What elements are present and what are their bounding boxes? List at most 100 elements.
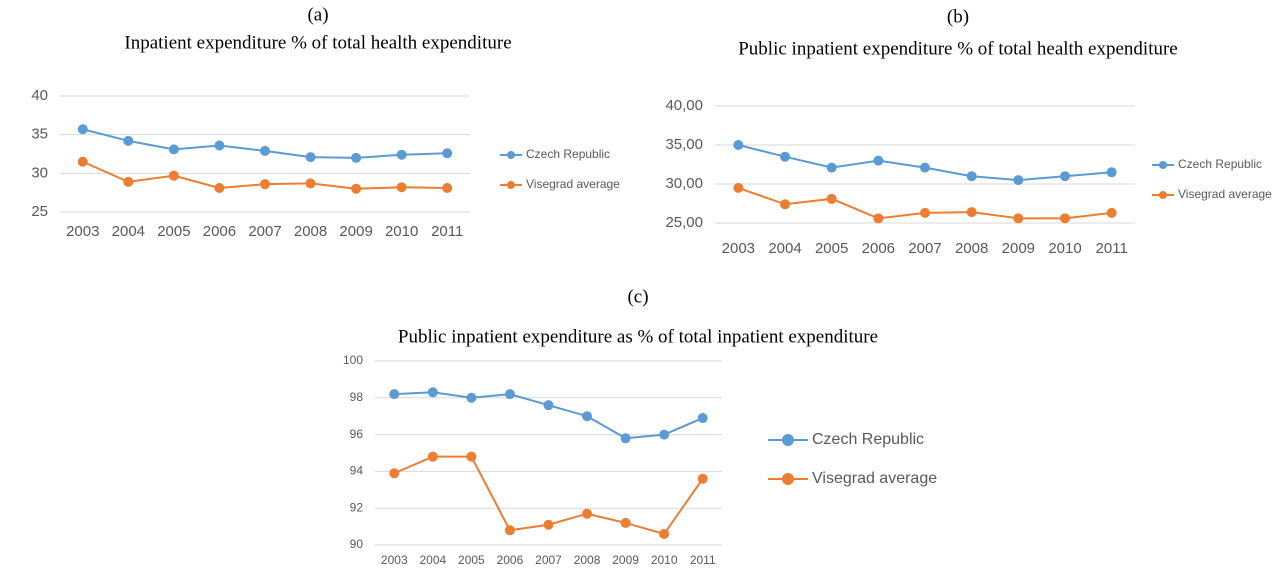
data-point — [1013, 175, 1024, 186]
x-tick-label: 2003 — [722, 240, 755, 257]
data-point — [697, 473, 708, 484]
x-tick-label: 2008 — [294, 223, 327, 240]
y-tick-label: 92 — [350, 500, 364, 514]
legend-marker — [782, 473, 794, 485]
x-tick-label: 2004 — [112, 223, 145, 240]
data-point — [351, 152, 362, 163]
series-line — [738, 144, 1112, 182]
y-tick-label: 25,00 — [665, 214, 703, 231]
data-point — [260, 179, 270, 190]
y-tick-label: 30 — [31, 164, 48, 181]
legend-label: Czech Republic — [1178, 157, 1262, 171]
legend-marker — [1159, 161, 1167, 169]
legend-label: Czech Republic — [812, 431, 924, 448]
series-line — [394, 391, 704, 440]
data-point — [966, 207, 977, 218]
x-tick-label: 2007 — [535, 553, 562, 567]
data-point — [920, 207, 930, 218]
data-point — [123, 135, 134, 146]
data-point — [873, 213, 884, 224]
x-tick-label: 2003 — [66, 223, 99, 240]
data-point — [427, 387, 438, 398]
legend-label: Visegrad average — [526, 177, 620, 191]
y-tick-label: 98 — [350, 390, 364, 404]
data-point — [1013, 213, 1024, 224]
data-point — [396, 182, 407, 193]
x-tick-label: 2011 — [1096, 240, 1128, 257]
data-point — [620, 433, 631, 444]
chart-title: Inpatient expenditure % of total health … — [124, 32, 511, 53]
y-tick-label: 25 — [31, 203, 48, 220]
data-point — [504, 389, 515, 400]
data-point — [966, 171, 977, 182]
x-tick-label: 2004 — [768, 240, 801, 257]
legend-marker — [1159, 191, 1167, 199]
data-point — [873, 155, 884, 166]
y-tick-label: 90 — [350, 537, 364, 551]
data-point — [214, 183, 225, 194]
data-point — [396, 149, 407, 160]
data-point — [659, 528, 670, 539]
data-point — [826, 162, 837, 173]
x-tick-label: 2007 — [248, 223, 281, 240]
x-tick-label: 2006 — [862, 240, 895, 257]
data-point — [1060, 171, 1070, 182]
data-point — [697, 413, 708, 424]
data-point — [543, 519, 554, 530]
x-tick-label: 2010 — [385, 223, 418, 240]
data-point — [1060, 213, 1070, 224]
data-point — [168, 170, 179, 181]
data-point — [582, 411, 593, 422]
data-point — [168, 144, 179, 155]
legend-label: Visegrad average — [812, 470, 937, 487]
data-point — [389, 468, 400, 479]
x-tick-label: 2006 — [497, 553, 524, 567]
legend-label: Visegrad average — [1178, 187, 1272, 201]
legend-marker — [507, 181, 515, 189]
y-tick-label: 35 — [31, 126, 48, 143]
x-tick-label: 2006 — [203, 223, 236, 240]
data-point — [1106, 207, 1117, 218]
x-tick-label: 2011 — [431, 223, 463, 240]
data-point — [442, 148, 453, 159]
data-point — [920, 162, 930, 173]
x-tick-label: 2004 — [419, 553, 446, 567]
data-point — [466, 451, 477, 462]
chart-title: Public inpatient expenditure % of total … — [738, 38, 1178, 59]
data-point — [543, 400, 554, 411]
data-point — [620, 517, 631, 528]
panel-label: (b) — [947, 6, 969, 27]
data-point — [77, 124, 88, 135]
chart-title: Public inpatient expenditure as % of tot… — [398, 326, 878, 347]
x-tick-label: 2009 — [339, 223, 372, 240]
data-point — [351, 183, 362, 194]
data-point — [733, 140, 744, 150]
y-tick-label: 100 — [343, 353, 363, 367]
x-tick-label: 2005 — [157, 223, 190, 240]
data-point — [305, 178, 316, 189]
data-point — [214, 140, 225, 151]
x-tick-label: 2008 — [955, 240, 988, 257]
data-point — [427, 451, 438, 462]
x-tick-label: 2010 — [651, 553, 678, 567]
y-tick-label: 35,00 — [665, 136, 703, 153]
data-point — [659, 429, 670, 440]
legend-marker — [507, 151, 515, 159]
panel-label: (a) — [307, 4, 328, 25]
x-tick-label: 2010 — [1048, 240, 1081, 257]
x-tick-label: 2005 — [458, 553, 485, 567]
data-point — [442, 183, 453, 194]
y-tick-label: 94 — [350, 464, 364, 478]
data-point — [466, 392, 477, 403]
x-tick-label: 2011 — [690, 553, 716, 567]
y-tick-label: 40 — [31, 87, 48, 104]
data-point — [123, 176, 134, 187]
data-point — [504, 525, 515, 536]
data-point — [305, 152, 316, 163]
data-point — [77, 156, 88, 167]
x-tick-label: 2005 — [815, 240, 848, 257]
legend-label: Czech Republic — [526, 147, 610, 161]
data-point — [260, 145, 270, 156]
